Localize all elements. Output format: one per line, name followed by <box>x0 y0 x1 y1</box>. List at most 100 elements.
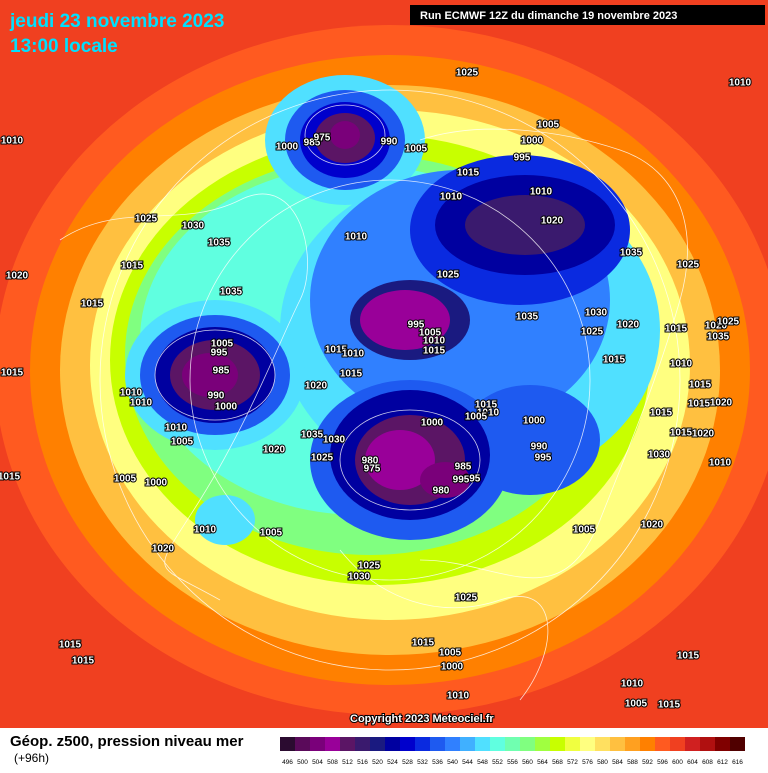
isobar-label: 1035 <box>208 238 231 249</box>
scale-label: 520 <box>372 759 383 766</box>
isobar-label: 1035 <box>301 430 324 441</box>
isobar-label: 1005 <box>537 120 560 131</box>
isobar-label: 1010 <box>729 78 752 89</box>
scale-swatch <box>715 737 730 751</box>
isobar-label: 995 <box>453 475 470 486</box>
coastline <box>59 193 308 601</box>
scale-label: 604 <box>687 759 698 766</box>
isobar-label: 1015 <box>689 380 712 391</box>
isobar-label: 1035 <box>516 312 539 323</box>
scale-swatch <box>370 737 385 751</box>
isobar-label: 1020 <box>617 320 640 331</box>
isobar-label: 995 <box>408 320 425 331</box>
scale-swatch <box>460 737 475 751</box>
isobar-label: 1015 <box>81 299 104 310</box>
scale-label: 556 <box>507 759 518 766</box>
color-contour <box>460 385 600 495</box>
color-contour <box>465 195 585 255</box>
isobar-label: 1025 <box>358 561 381 572</box>
isobar-label: 1015 <box>325 345 348 356</box>
isobar-label: 1015 <box>677 651 700 662</box>
isobar-label: 1015 <box>412 638 435 649</box>
isobar-label: 1000 <box>276 142 299 153</box>
isobar-label: 1030 <box>348 572 371 583</box>
scale-label: 572 <box>567 759 578 766</box>
scale-swatch <box>670 737 685 751</box>
scale-swatch <box>355 737 370 751</box>
isobar-label: 1015 <box>670 428 693 439</box>
scale-swatch <box>685 737 700 751</box>
isobar-label: 1015 <box>340 369 363 380</box>
isobar-label: 1015 <box>423 346 446 357</box>
geopotential-field <box>0 0 768 728</box>
scale-label: 568 <box>552 759 563 766</box>
scale-label: 564 <box>537 759 548 766</box>
color-contour <box>420 462 470 498</box>
scale-swatch <box>565 737 580 751</box>
copyright: Copyright 2023 Meteociel.fr <box>350 713 494 725</box>
coastline <box>339 549 549 701</box>
scale-swatch <box>340 737 355 751</box>
scale-label: 528 <box>402 759 413 766</box>
isobar-label: 1015 <box>0 472 21 483</box>
isobar <box>339 409 481 511</box>
scale-swatch <box>325 737 340 751</box>
isobar-label: 1025 <box>581 327 604 338</box>
isobar-label: 985 <box>213 366 230 377</box>
color-contour <box>360 290 450 350</box>
scale-label: 576 <box>582 759 593 766</box>
isobar <box>154 329 276 421</box>
coastlines <box>59 89 688 701</box>
isobar-label: 1010 <box>120 388 143 399</box>
scale-swatch <box>415 737 430 751</box>
scale-label: 592 <box>642 759 653 766</box>
isobar-label: 1005 <box>211 339 234 350</box>
isobar-label: 1025 <box>677 260 700 271</box>
isobar-label: 1025 <box>717 317 740 328</box>
isobar-label: 1020 <box>710 398 733 409</box>
isobar-label: 1010 <box>530 187 553 198</box>
isobar-label: 1020 <box>263 445 286 456</box>
isobar-label: 1010 <box>194 525 217 536</box>
isobar-label: 990 <box>531 442 548 453</box>
isobar-label: 1015 <box>457 168 480 179</box>
scale-swatch <box>400 737 415 751</box>
scale-label: 532 <box>417 759 428 766</box>
isobar <box>99 89 681 671</box>
scale-swatch <box>475 737 490 751</box>
isobar-label: 1020 <box>152 544 175 555</box>
isobar-label: 1010 <box>342 349 365 360</box>
scale-label: 588 <box>627 759 638 766</box>
isobar-label: 1010 <box>477 408 500 419</box>
isobar-label: 1015 <box>121 261 144 272</box>
isobar-label: 1030 <box>648 450 671 461</box>
isobar-label: 1000 <box>523 416 546 427</box>
run-info: Run ECMWF 12Z du dimanche 19 novembre 20… <box>420 10 677 22</box>
scale-swatch <box>640 737 655 751</box>
isobar-label: 1000 <box>421 418 444 429</box>
product-label: Géop. z500, pression niveau mer <box>10 733 244 750</box>
isobar-label: 1030 <box>182 221 205 232</box>
isobar-label: 985 <box>304 138 321 149</box>
isobar-label: 1015 <box>72 656 95 667</box>
isobar-label: 1035 <box>620 248 643 259</box>
color-contour <box>330 121 360 149</box>
isobar-label: 1005 <box>171 437 194 448</box>
scale-label: 612 <box>717 759 728 766</box>
scale-label: 496 <box>282 759 293 766</box>
date-title: jeudi 23 novembre 2023 <box>9 11 224 32</box>
isobar-label: 1010 <box>440 192 463 203</box>
isobar-label: 1015 <box>650 408 673 419</box>
isobar-label: 1000 <box>521 136 544 147</box>
scale-swatch <box>445 737 460 751</box>
scale-label: 600 <box>672 759 683 766</box>
isobar-label: 1020 <box>692 429 715 440</box>
scale-swatch <box>625 737 640 751</box>
scale-swatch <box>580 737 595 751</box>
isobar-label: 1020 <box>305 381 328 392</box>
isobar-label: 1005 <box>439 648 462 659</box>
run-box <box>410 5 765 25</box>
isobar-label: 1015 <box>475 400 498 411</box>
scale-swatch <box>550 737 565 751</box>
